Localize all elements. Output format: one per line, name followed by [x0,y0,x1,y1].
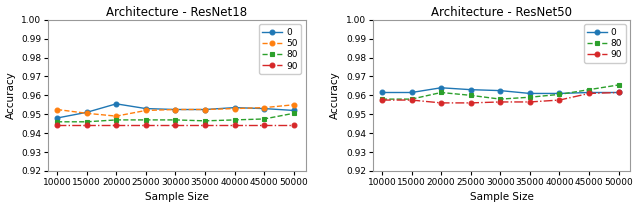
0 [615,91,623,94]
0 [437,87,445,89]
90 [142,123,150,126]
50 [201,108,209,111]
90 [83,123,90,126]
0 [526,92,534,95]
90 [526,101,534,103]
Line: 50: 50 [54,102,296,119]
80 [113,119,120,121]
0 [408,91,415,94]
90 [615,91,623,94]
Line: 90: 90 [380,90,621,105]
0 [260,107,268,110]
80 [53,121,61,123]
Title: Architecture - ResNet18: Architecture - ResNet18 [106,6,248,19]
90 [585,92,593,95]
80 [290,112,298,115]
80 [378,98,386,100]
80 [172,119,179,121]
50 [53,108,61,111]
0 [53,117,61,119]
0 [467,88,474,91]
90 [113,123,120,126]
80 [231,119,239,121]
80 [83,121,90,123]
0 [142,107,150,110]
0 [231,106,239,109]
80 [556,93,563,96]
80 [408,98,415,100]
50 [290,104,298,106]
Y-axis label: Accuracy: Accuracy [6,72,15,119]
90 [378,99,386,101]
X-axis label: Sample Size: Sample Size [470,192,534,202]
80 [201,120,209,122]
80 [585,88,593,91]
90 [497,101,504,103]
80 [497,98,504,100]
0 [201,108,209,111]
80 [467,94,474,97]
0 [83,111,90,114]
Line: 90: 90 [54,122,296,127]
50 [83,112,90,115]
0 [378,91,386,94]
0 [113,103,120,105]
90 [260,123,268,126]
0 [556,92,563,95]
90 [437,102,445,104]
90 [467,102,474,104]
50 [142,109,150,112]
Legend: 0, 80, 90: 0, 80, 90 [584,24,626,63]
80 [260,118,268,120]
0 [497,89,504,92]
Line: 80: 80 [54,111,296,124]
90 [201,123,209,126]
Line: 0: 0 [54,102,296,120]
Y-axis label: Accuracy: Accuracy [330,72,340,119]
50 [113,115,120,117]
80 [615,84,623,86]
X-axis label: Sample Size: Sample Size [145,192,209,202]
Line: 80: 80 [380,83,621,102]
90 [231,123,239,126]
0 [172,108,179,111]
50 [172,108,179,111]
50 [260,106,268,109]
90 [556,99,563,101]
90 [290,123,298,126]
90 [172,123,179,126]
80 [142,119,150,121]
Title: Architecture - ResNet50: Architecture - ResNet50 [431,6,572,19]
0 [290,109,298,112]
0 [585,91,593,94]
50 [231,107,239,110]
80 [526,96,534,98]
90 [53,123,61,126]
Line: 0: 0 [380,85,621,96]
80 [437,91,445,94]
90 [408,99,415,101]
Legend: 0, 50, 80, 90: 0, 50, 80, 90 [259,24,301,74]
